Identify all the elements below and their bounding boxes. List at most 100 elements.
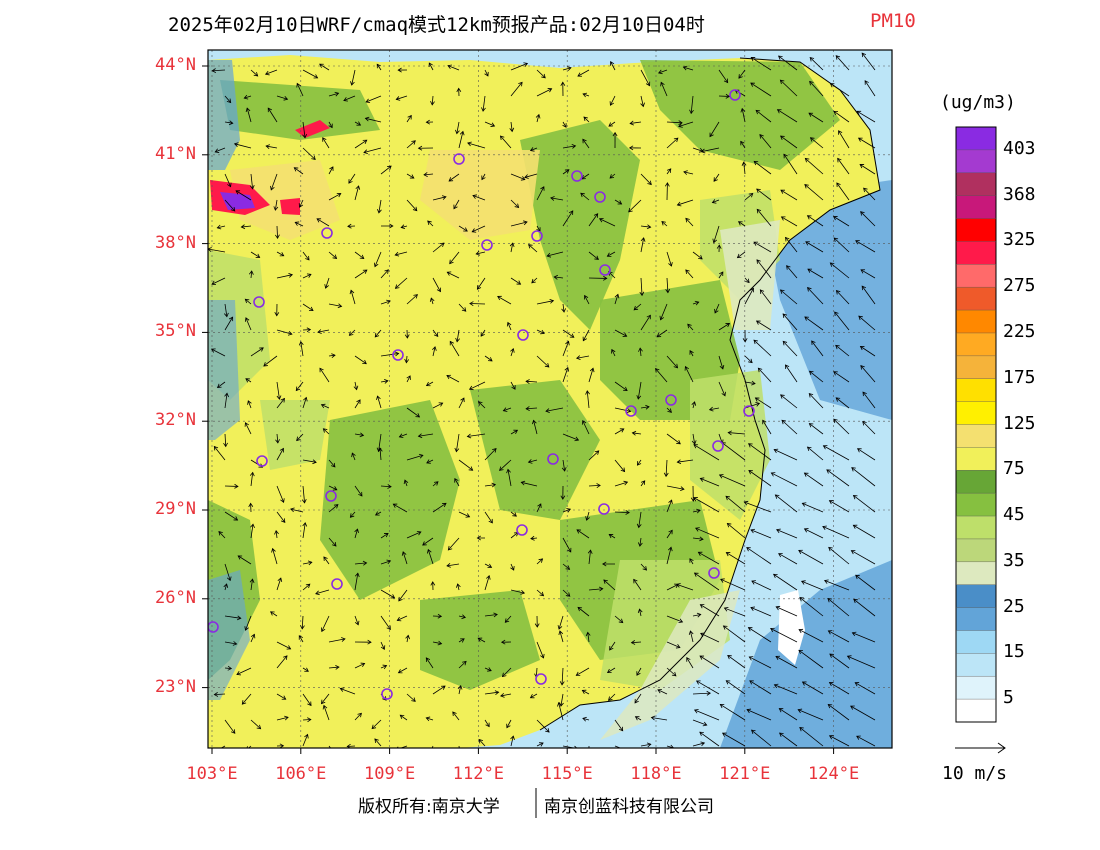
wind-arrow	[276, 433, 279, 443]
wind-arrowhead	[433, 332, 439, 338]
wind-arrowhead	[532, 419, 537, 425]
station-marker	[535, 673, 547, 685]
wind-arrowhead	[230, 729, 236, 734]
wind-arrow	[860, 346, 876, 357]
wind-arrowhead	[417, 145, 423, 151]
wind-arrow	[562, 589, 571, 597]
wind-arrowhead	[834, 311, 839, 317]
wind-arrow	[328, 745, 332, 748]
wind-arrow	[402, 551, 408, 565]
wind-arrowhead	[603, 579, 608, 584]
wind-arrow	[208, 248, 226, 253]
wind-arrowhead	[756, 259, 761, 264]
wind-arrow	[510, 429, 518, 435]
colorbar-label: 75	[1003, 458, 1025, 480]
wind-arrowhead	[467, 141, 472, 147]
wind-arrow	[666, 407, 672, 413]
wind-arrowhead	[389, 223, 394, 229]
wind-arrow	[607, 251, 616, 257]
wind-arrowhead	[307, 560, 313, 566]
lon-label: 106°E	[275, 764, 327, 784]
wind-arrowhead	[852, 524, 858, 529]
wind-arrowhead	[415, 413, 421, 418]
wind-arrow	[744, 355, 753, 363]
wind-arrowhead	[773, 683, 779, 689]
wind-arrow	[607, 667, 616, 673]
wind-arrowhead	[587, 750, 591, 753]
wind-arrow	[656, 329, 668, 338]
wind-arrow	[666, 667, 677, 677]
wind-arrowhead	[430, 101, 435, 106]
wind-arrowhead	[525, 379, 530, 384]
wind-arrowhead	[416, 530, 422, 536]
wind-arrowhead	[357, 712, 362, 718]
wind-arrowhead	[859, 345, 865, 351]
wind-arrowhead	[713, 177, 718, 182]
wind-arrowhead	[540, 653, 545, 659]
wind-arrow	[499, 459, 512, 471]
wind-arrow	[852, 632, 876, 643]
wind-arrowhead	[549, 298, 555, 304]
wind-arrow	[510, 173, 525, 180]
wind-arrowhead	[593, 213, 599, 218]
wind-arrowhead	[426, 459, 431, 464]
wind-arrowhead	[740, 107, 746, 113]
wind-arrowhead	[494, 690, 500, 696]
wind-arrowhead	[487, 667, 492, 672]
wind-arrow	[809, 370, 824, 383]
wind-arrow	[804, 184, 824, 201]
wind-arrowhead	[714, 308, 719, 314]
blue-terrain-w	[208, 300, 240, 440]
wind-arrow	[510, 348, 514, 357]
wind-arrowhead	[833, 371, 838, 376]
wind-arrow	[354, 269, 368, 279]
wind-arrowhead	[308, 306, 314, 311]
wind-arrowhead	[736, 253, 742, 259]
wind-arrow	[694, 572, 720, 591]
wind-arrow	[633, 303, 642, 311]
wind-arrowhead	[417, 433, 423, 439]
wind-arrowhead	[306, 327, 312, 333]
wind-arrow	[696, 680, 720, 695]
wind-arrow	[828, 547, 850, 565]
wind-arrowhead	[331, 749, 335, 753]
wind-arrowhead	[390, 594, 396, 599]
wind-arrowhead	[305, 255, 310, 261]
wind-arrow	[692, 537, 704, 540]
wind-arrowhead	[750, 57, 756, 62]
wind-arrow	[859, 164, 876, 175]
colorbar-label: 368	[1003, 183, 1036, 205]
wind-arrowhead	[539, 742, 544, 747]
lat-label: 23°N	[155, 676, 196, 697]
wind-arrowhead	[349, 289, 355, 295]
wind-arrowhead	[671, 671, 677, 677]
wind-arrowhead	[829, 653, 834, 658]
wind-arrowhead	[805, 241, 810, 246]
wind-arrow	[294, 167, 304, 175]
wind-arrowhead	[553, 274, 559, 280]
wind-arrow	[780, 135, 798, 149]
wind-arrowhead	[801, 502, 807, 507]
wind-arrowhead	[441, 195, 447, 200]
wind-arrow	[808, 393, 824, 409]
wind-arrow	[482, 95, 486, 112]
wind-arrowhead	[428, 62, 433, 68]
wind-arrow	[458, 459, 473, 471]
wind-arrowhead	[751, 380, 756, 386]
wind-arrowhead	[465, 513, 471, 518]
wind-arrowhead	[313, 74, 319, 79]
wind-arrowhead	[667, 546, 673, 552]
wind-arrow	[693, 444, 720, 461]
wind-arrowhead	[248, 502, 254, 508]
wind-arrowhead	[371, 724, 377, 730]
wind-arrowhead	[401, 551, 407, 556]
wind-arrow	[685, 366, 694, 383]
wind-arrow	[502, 667, 512, 677]
wind-arrow	[860, 269, 876, 279]
wind-arrow	[213, 446, 226, 461]
wind-arrowhead	[749, 287, 755, 293]
wind-arrow	[235, 190, 252, 201]
wind-arrow	[455, 433, 460, 452]
wind-arrow	[224, 641, 237, 645]
wind-arrow	[536, 641, 544, 659]
